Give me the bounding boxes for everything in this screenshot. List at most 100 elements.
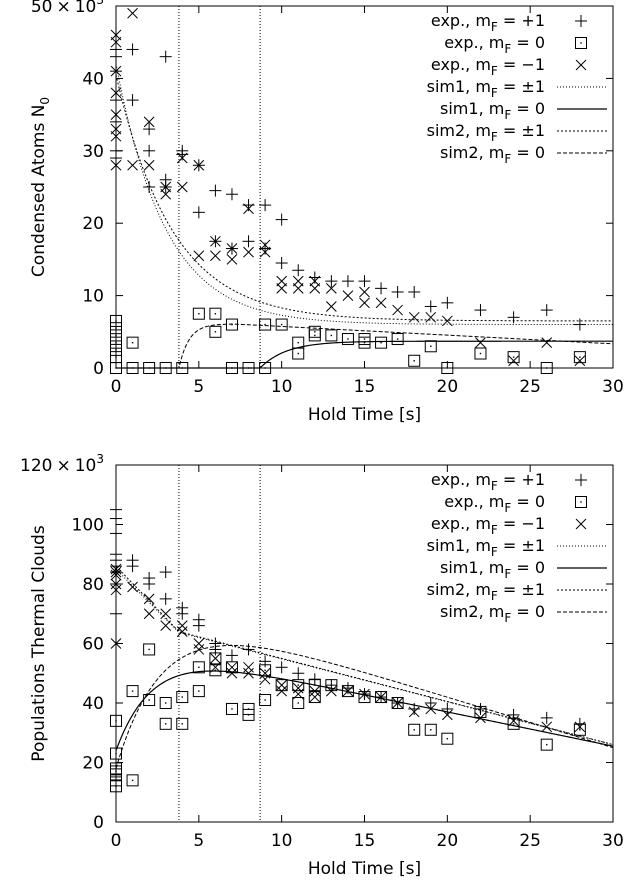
cross-marker (425, 703, 437, 715)
square-marker (507, 717, 520, 730)
square-marker-box (540, 362, 553, 374)
y-top-base: 10 (75, 0, 97, 17)
plus-marker (192, 206, 205, 219)
cross-marker (210, 250, 221, 262)
cross-marker (309, 283, 321, 294)
square-marker-box (242, 362, 255, 374)
legend-label-sub: F (491, 479, 498, 493)
cross-marker-b (243, 661, 254, 673)
plus-marker (325, 275, 338, 288)
cross-marker-b (425, 311, 437, 323)
cross-marker-b (541, 721, 553, 733)
square-marker-box (225, 318, 238, 331)
y-tick-label: 100 (72, 516, 104, 536)
legend-label-sub: F (491, 130, 498, 144)
square-marker-box (391, 697, 404, 709)
x-tick-label: 30 (602, 831, 624, 851)
cross-marker-b (143, 116, 155, 128)
square-marker (275, 318, 288, 331)
x-tick-label: 5 (193, 831, 204, 851)
cross-marker-b (292, 688, 304, 700)
cross-marker (127, 581, 138, 593)
cross-marker (143, 116, 155, 128)
simulation-curves (115, 63, 614, 369)
square-marker-dot (512, 356, 515, 358)
square-marker (176, 691, 189, 704)
square-marker-dot (446, 738, 449, 740)
square-marker-dot (430, 345, 432, 347)
cross-marker (259, 246, 271, 258)
legend-label-main: sim2, m (427, 121, 491, 140)
square-marker-box (110, 747, 122, 760)
cross-marker-b (259, 667, 271, 679)
square-marker-box (209, 325, 222, 338)
square-marker (259, 362, 272, 374)
square-marker-box (292, 679, 305, 692)
plus-marker (441, 296, 454, 309)
legend-label-main: sim1, m (427, 77, 491, 96)
square-marker-box (110, 780, 122, 793)
square-marker-box (192, 307, 205, 320)
plus-marker (540, 304, 553, 317)
square-marker-dot (115, 334, 117, 337)
square-marker-box (575, 37, 587, 49)
plus-marker (408, 702, 421, 715)
plus-marker (209, 184, 222, 197)
square-marker-dot (181, 367, 183, 369)
cross-marker (508, 355, 519, 367)
cross-marker (292, 283, 304, 294)
square-marker-dot (264, 669, 266, 671)
cross-marker-b (375, 297, 387, 309)
cross-marker (110, 638, 122, 649)
x-tick-label: 0 (111, 377, 122, 397)
square-marker-dot (280, 323, 283, 326)
square-marker (575, 37, 587, 49)
y-axis-title-sub: 0 (38, 97, 52, 105)
cross-marker-b (143, 593, 155, 605)
cross-marker-b (408, 311, 420, 323)
square-marker-dot (165, 723, 167, 725)
cross-marker (110, 159, 122, 171)
cross-marker (176, 181, 188, 193)
y-tick-label: 20 (82, 754, 104, 774)
cross-marker-b (425, 703, 437, 715)
plus-marker (275, 661, 288, 674)
y-axis-title-main: Populations Thermal Clouds (29, 525, 49, 762)
square-marker-box (575, 496, 587, 508)
square-marker-box (143, 362, 156, 374)
cross-marker (243, 661, 254, 673)
square-marker-dot (314, 334, 316, 337)
cross-marker (574, 721, 586, 733)
plus-marker (110, 527, 122, 540)
y-top-exponent: 3 (96, 0, 104, 7)
square-marker (358, 691, 371, 704)
square-marker-dot (131, 779, 134, 782)
square-marker-box (341, 333, 354, 346)
plus-marker (126, 560, 139, 573)
cross-marker (375, 297, 387, 309)
y-top-mantissa: 50 (31, 0, 53, 17)
y-axis-title: Populations Thermal Clouds (29, 525, 49, 762)
square-marker (474, 347, 487, 360)
cross-marker (110, 566, 122, 578)
x-tick-label: 25 (519, 377, 541, 397)
square-marker-dot (181, 696, 183, 698)
plus-marker (292, 264, 305, 277)
legend-label-sub: F (491, 545, 498, 559)
cross-marker-b (574, 355, 586, 367)
square-marker (225, 318, 238, 331)
square-marker (209, 664, 222, 677)
cross-marker (441, 315, 453, 327)
cross-marker (143, 608, 155, 620)
x-axis-title: Hold Time [s] (308, 859, 421, 879)
cross-marker (160, 608, 172, 620)
square-marker (192, 307, 205, 320)
legend-label-main: exp., m (431, 11, 491, 30)
cross-marker-b (176, 620, 188, 632)
cross-marker-b (110, 109, 122, 120)
square-marker-dot (247, 714, 250, 716)
cross-marker-b (127, 7, 138, 19)
plus-marker (391, 285, 404, 298)
square-marker (507, 351, 520, 364)
x-tick-label: 25 (519, 831, 541, 851)
